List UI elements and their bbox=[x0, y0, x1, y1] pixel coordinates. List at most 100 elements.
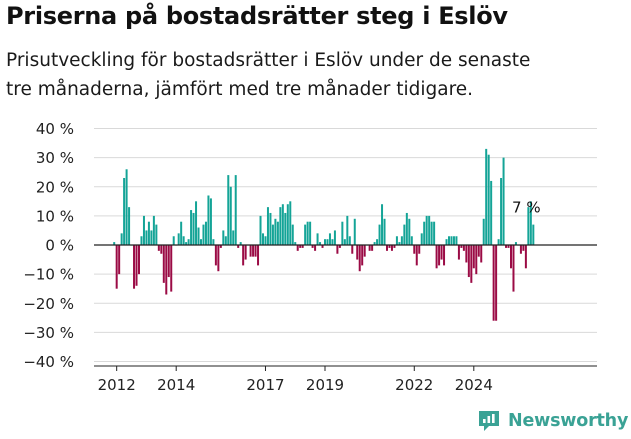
bar bbox=[142, 215, 145, 246]
newsworthy-logo-icon bbox=[479, 411, 499, 431]
bar bbox=[443, 245, 446, 266]
bar bbox=[485, 148, 488, 245]
bar bbox=[400, 236, 403, 245]
bar bbox=[324, 239, 326, 246]
bar bbox=[187, 239, 190, 246]
bar bbox=[522, 245, 525, 251]
bar bbox=[128, 207, 131, 245]
last-value-annotation: 7 % bbox=[512, 199, 541, 217]
bar bbox=[477, 245, 480, 257]
bar bbox=[264, 236, 267, 245]
bar bbox=[286, 204, 289, 245]
bar bbox=[177, 233, 180, 245]
bar bbox=[510, 245, 512, 269]
bar bbox=[502, 157, 505, 246]
bar bbox=[281, 204, 284, 245]
bar bbox=[232, 230, 235, 245]
bar bbox=[383, 218, 386, 245]
x-tick-label: 2017 bbox=[246, 376, 284, 394]
bar bbox=[120, 233, 123, 245]
x-tick-label: 2019 bbox=[306, 376, 344, 394]
subtitle-line-2: tre månaderna, jämfört med tre månader t… bbox=[6, 79, 474, 100]
newsworthy-brand: Newsworthy bbox=[476, 407, 628, 435]
bar bbox=[316, 233, 319, 245]
y-tick-label: −10 % bbox=[23, 266, 74, 284]
bar bbox=[433, 221, 436, 245]
y-tick-label: −40 % bbox=[23, 353, 74, 371]
bar bbox=[393, 245, 396, 248]
bar bbox=[170, 245, 173, 292]
bar bbox=[284, 212, 287, 245]
bar bbox=[408, 218, 411, 245]
bar bbox=[395, 236, 398, 245]
bar bbox=[190, 210, 193, 245]
bar bbox=[157, 245, 160, 251]
bar bbox=[207, 195, 210, 245]
bar bbox=[200, 239, 202, 246]
bar bbox=[301, 245, 304, 248]
bar bbox=[172, 236, 175, 245]
bar bbox=[386, 245, 388, 251]
bar bbox=[346, 215, 349, 246]
bar bbox=[217, 245, 220, 272]
bar bbox=[415, 245, 418, 266]
bar bbox=[381, 204, 384, 245]
bar bbox=[480, 245, 483, 263]
bar bbox=[420, 233, 423, 245]
bar bbox=[219, 245, 222, 248]
y-tick-label: 40 % bbox=[36, 120, 74, 138]
bar bbox=[224, 236, 227, 245]
y-tick-label: −20 % bbox=[23, 295, 74, 313]
bar bbox=[328, 233, 331, 245]
bar bbox=[465, 245, 468, 263]
bar bbox=[450, 236, 453, 245]
chart-title: Priserna på bostadsrätter steg i Eslöv bbox=[6, 2, 508, 30]
bar bbox=[490, 180, 493, 246]
bar bbox=[271, 224, 274, 245]
bar bbox=[155, 224, 158, 245]
bar bbox=[192, 212, 195, 245]
bar bbox=[309, 221, 312, 245]
bar bbox=[403, 224, 406, 245]
bar bbox=[237, 245, 240, 248]
bar bbox=[430, 221, 433, 245]
bar bbox=[462, 245, 465, 251]
bar bbox=[326, 239, 329, 246]
bar bbox=[299, 245, 302, 248]
bar bbox=[252, 245, 255, 257]
bar bbox=[209, 198, 212, 245]
bar bbox=[291, 224, 294, 245]
bar bbox=[202, 224, 205, 245]
bar bbox=[492, 245, 495, 321]
bar bbox=[373, 242, 376, 245]
x-tick-label: 2014 bbox=[157, 376, 195, 394]
bar bbox=[135, 245, 138, 286]
bar bbox=[195, 201, 198, 245]
bar bbox=[321, 245, 324, 248]
bar bbox=[495, 245, 498, 321]
bar bbox=[376, 239, 379, 246]
bar bbox=[333, 230, 336, 245]
bar bbox=[113, 242, 116, 245]
bar bbox=[269, 212, 272, 245]
bar bbox=[185, 242, 188, 245]
bar bbox=[457, 245, 460, 260]
bar bbox=[276, 221, 279, 245]
y-tick-label: 30 % bbox=[36, 149, 74, 167]
bar bbox=[204, 221, 207, 245]
bar bbox=[306, 221, 309, 245]
bar bbox=[519, 245, 522, 254]
bar bbox=[440, 245, 443, 260]
bar bbox=[197, 227, 200, 246]
bar bbox=[274, 218, 277, 245]
bar bbox=[239, 242, 242, 245]
bar bbox=[162, 245, 165, 283]
y-tick-label: 10 % bbox=[36, 207, 74, 225]
bar bbox=[123, 178, 126, 245]
bar bbox=[167, 245, 170, 278]
bar bbox=[294, 242, 297, 245]
y-tick-label: 20 % bbox=[36, 178, 74, 196]
bar bbox=[358, 245, 361, 272]
bar bbox=[435, 245, 438, 269]
